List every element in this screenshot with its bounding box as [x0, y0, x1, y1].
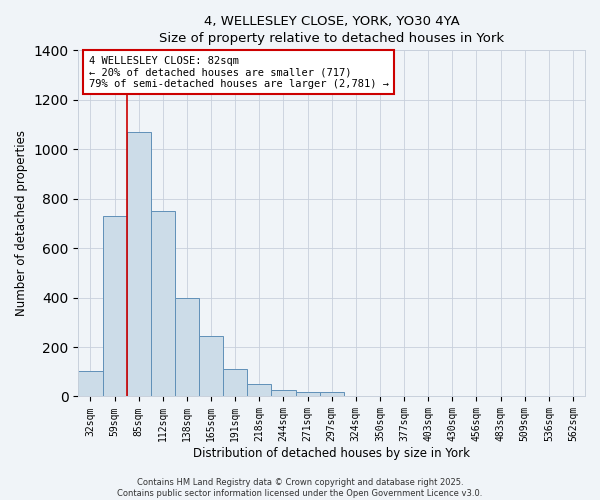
Text: 4 WELLESLEY CLOSE: 82sqm
← 20% of detached houses are smaller (717)
79% of semi-: 4 WELLESLEY CLOSE: 82sqm ← 20% of detach…: [89, 56, 389, 88]
Text: Contains HM Land Registry data © Crown copyright and database right 2025.
Contai: Contains HM Land Registry data © Crown c…: [118, 478, 482, 498]
Title: 4, WELLESLEY CLOSE, YORK, YO30 4YA
Size of property relative to detached houses : 4, WELLESLEY CLOSE, YORK, YO30 4YA Size …: [159, 15, 504, 45]
Bar: [103, 216, 127, 396]
Bar: [79, 370, 103, 396]
Bar: [127, 132, 151, 396]
Bar: [296, 392, 320, 396]
Bar: [271, 390, 296, 396]
X-axis label: Distribution of detached houses by size in York: Distribution of detached houses by size …: [193, 447, 470, 460]
Bar: [247, 384, 271, 396]
Bar: [199, 336, 223, 396]
Bar: [223, 370, 247, 396]
Bar: [175, 298, 199, 396]
Bar: [320, 392, 344, 396]
Y-axis label: Number of detached properties: Number of detached properties: [15, 130, 28, 316]
Bar: [151, 211, 175, 396]
